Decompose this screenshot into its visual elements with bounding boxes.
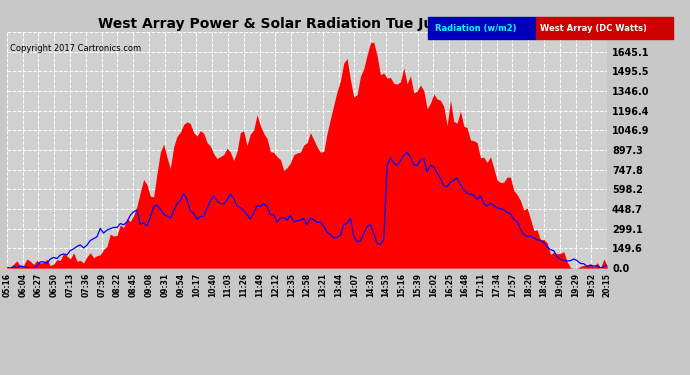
Title: West Array Power & Solar Radiation Tue Jun 13 20:34: West Array Power & Solar Radiation Tue J… [98, 17, 516, 31]
Text: West Array (DC Watts): West Array (DC Watts) [540, 24, 647, 33]
Bar [535, 17, 673, 39]
Bar [428, 17, 535, 39]
Text: Copyright 2017 Cartronics.com: Copyright 2017 Cartronics.com [10, 44, 141, 52]
Text: Radiation (w/m2): Radiation (w/m2) [435, 24, 517, 33]
